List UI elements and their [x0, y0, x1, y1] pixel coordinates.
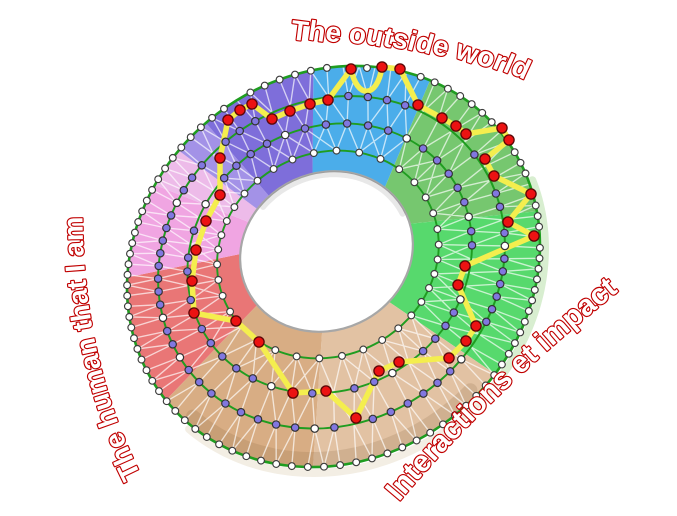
svg-text:m: m	[57, 216, 88, 241]
svg-text:h: h	[306, 15, 327, 48]
svg-text:a: a	[62, 287, 95, 307]
svg-text:e: e	[323, 16, 343, 49]
svg-text:I: I	[59, 263, 91, 273]
svg-text:T: T	[289, 14, 310, 47]
svg-text:t: t	[61, 279, 93, 291]
svg-text:h: h	[64, 302, 97, 323]
svg-text:a: a	[58, 240, 90, 257]
